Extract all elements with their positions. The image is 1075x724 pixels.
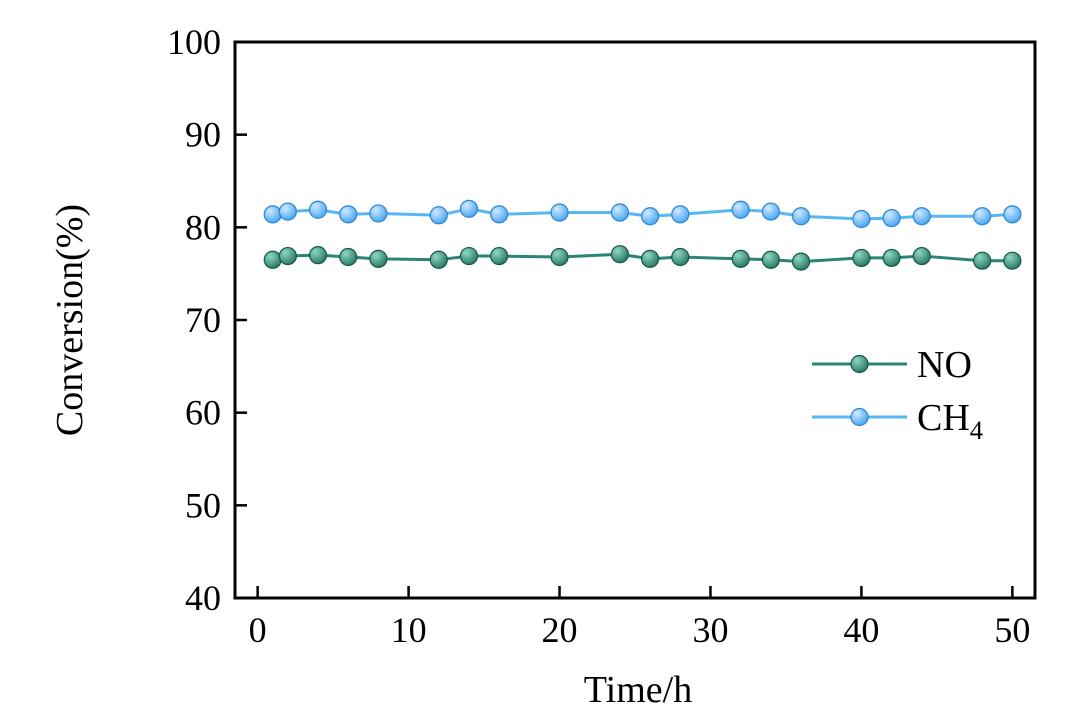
series-ch4-marker: [610, 203, 630, 222]
series-no-marker: [731, 249, 750, 268]
series-ch4-marker: [278, 202, 297, 221]
series-no-marker: [852, 248, 871, 268]
series-no-marker: [429, 250, 448, 269]
x-tick-label: 20: [542, 610, 578, 650]
series-no-marker: [882, 248, 901, 268]
series-no-marker: [640, 249, 660, 268]
series-ch4-marker: [731, 200, 750, 219]
y-tick-label: 40: [185, 578, 221, 618]
series-ch4-marker: [882, 208, 901, 228]
series-no-marker: [339, 247, 358, 267]
series-no-marker: [1003, 251, 1022, 270]
series-no-marker: [278, 246, 297, 266]
series-ch4-marker: [671, 205, 690, 224]
x-axis-title: Time/h: [584, 669, 692, 711]
series-ch4-marker: [339, 205, 358, 224]
series-ch4-marker: [761, 202, 780, 221]
series-ch4-marker: [263, 205, 282, 224]
y-axis-title: Conversion(%): [49, 204, 91, 436]
legend-marker-no: [850, 354, 869, 374]
y-tick-label: 80: [185, 207, 221, 247]
series-no-marker: [550, 247, 569, 267]
y-tick-label: 90: [185, 115, 221, 155]
legend-label-no: NO: [917, 344, 972, 386]
series-no-marker: [912, 246, 931, 266]
series-ch4-marker: [973, 207, 992, 226]
x-tick-label: 0: [249, 610, 267, 650]
series-no-marker: [791, 252, 811, 271]
series-ch4-marker: [369, 204, 388, 223]
series-no-marker: [263, 250, 282, 269]
legend-label-ch4: CH4: [917, 397, 983, 445]
series-no-marker: [610, 245, 630, 264]
y-tick-label: 50: [185, 485, 221, 525]
legend-item-no: NO: [812, 344, 972, 386]
series-no-marker: [459, 246, 479, 266]
series-no-marker: [308, 246, 328, 265]
y-tick-label: 60: [185, 393, 221, 433]
series-no-marker: [973, 251, 992, 270]
series-ch4-marker: [852, 209, 871, 229]
series-ch4-marker: [429, 206, 448, 225]
series-no-marker: [671, 247, 690, 267]
series-no-marker: [490, 246, 509, 266]
series-ch4-marker: [912, 207, 931, 226]
legend-item-ch4: CH4: [812, 397, 983, 445]
x-tick-label: 30: [692, 610, 728, 650]
legend-marker-ch4: [850, 407, 869, 427]
series-ch4-marker: [459, 199, 479, 218]
y-tick-label: 70: [185, 300, 221, 340]
series-no-marker: [369, 249, 388, 268]
x-tick-label: 10: [391, 610, 427, 650]
series-ch4-marker: [640, 207, 660, 226]
series-ch4-marker: [550, 203, 569, 222]
y-tick-label: 100: [167, 22, 221, 62]
series-ch4-marker: [1003, 205, 1022, 224]
series-ch4-marker: [791, 207, 811, 226]
series-ch4-marker: [490, 205, 509, 224]
series-ch4-marker: [308, 200, 328, 219]
x-tick-label: 40: [843, 610, 879, 650]
plot-frame: [233, 40, 1037, 600]
series-no-marker: [761, 250, 780, 269]
legend: NO CH4: [812, 344, 983, 445]
plot-area: 0 10 20 30 40 50 40 50 60 70 80 90 100: [167, 22, 1037, 650]
x-tick-label: 50: [994, 610, 1030, 650]
